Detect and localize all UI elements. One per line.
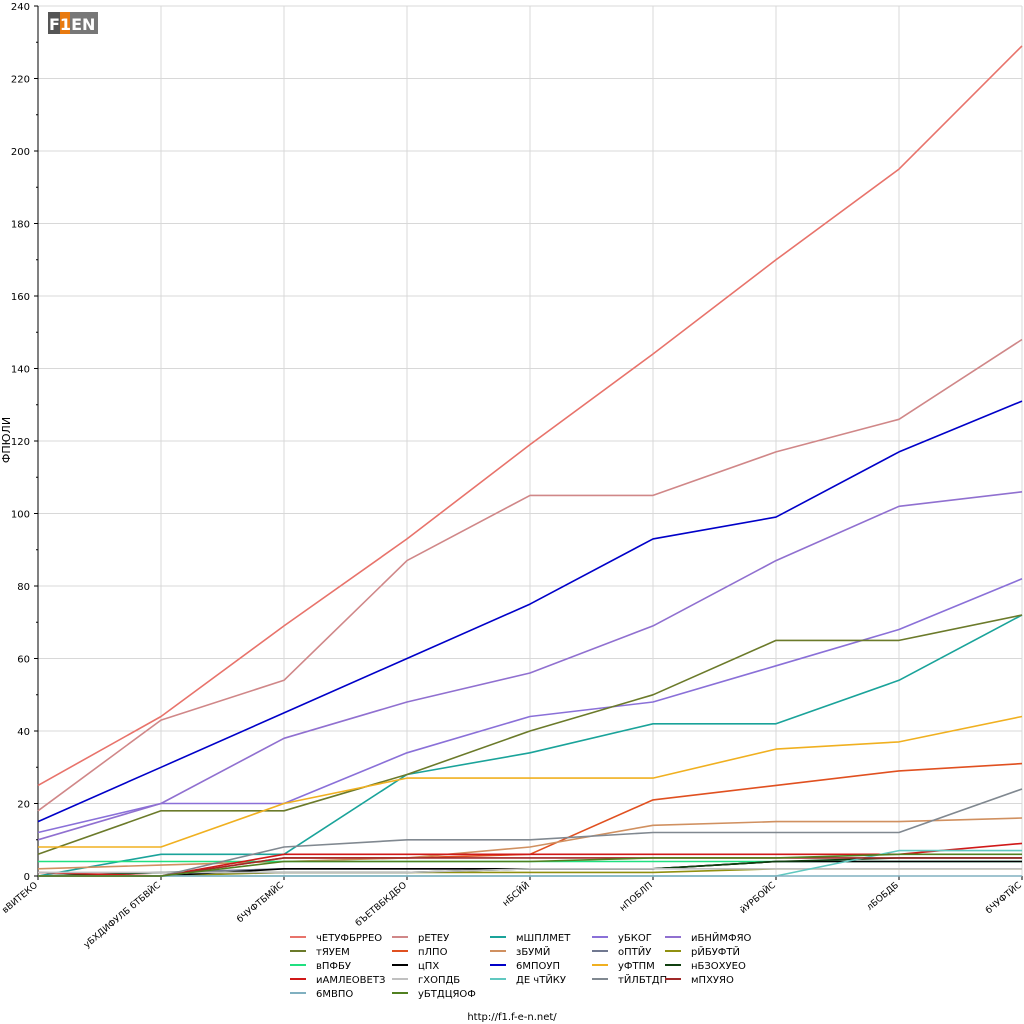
y-tick-label: 160 [11,292,30,303]
grid-lines [37,5,1023,877]
x-category-label: лБОБДБ [865,881,901,913]
legend-item-label: рЙБУФТЙ [691,945,740,958]
legend-item-label: мПХУЯО [691,975,734,986]
x-category-label: уБХДИФУЛБ бТБВЙС [81,879,163,950]
x-category-label: нПОБЛП [618,881,655,914]
legend-item-label: тЯУЕМ [316,947,350,958]
legend-item-label: зБУМЙ [516,945,550,958]
legend-item-label: иБНЙМФЯО [691,931,752,944]
y-tick-label: 100 [11,510,30,521]
series-line-0 [37,45,1023,787]
logo-text: F1EN [49,15,95,34]
legend-item-label: иАМЛЕОВЕТЗ [316,975,385,986]
legend-item-label: оПТЙУ [618,945,651,958]
legend-item-label: чЕТУФБРРЕО [316,933,382,944]
legend-item-label: 6МПОУП [516,961,560,972]
series-line-5 [37,614,1023,856]
y-tick-label: 240 [11,2,30,13]
series-line-1 [37,338,1023,812]
legend-item-label: уФТПМ [618,961,655,972]
y-axis-label: ФПЮЛИ [0,417,13,463]
footer-url: http://f1.f-e-n.net/ [467,1012,557,1023]
legend-item-label: нБЗОХУЕО [691,961,746,972]
legend-item-label: мШПЛМЕТ [516,933,571,944]
y-tick-label: 220 [11,75,30,86]
legend-item-label: пЛПО [418,947,448,958]
x-axis-categories: вВИТЕКО уБХДИФУЛБ бТБВЙС бЧУФТБМЙС бЪЕТВБКД… [1,876,1024,951]
series-line-15 [37,842,1023,877]
legend-item-label: цПХ [418,961,439,972]
legend: чЕТУФБРРЕО рЕТЕУ мШПЛМЕТ уБКОГ иБНЙМФЯО тЯУЕМ… [290,931,752,1000]
series-line-18 [38,788,1023,877]
x-category-label: бЪЕТВБКДБО [354,881,409,929]
x-category-label: вВИТЕКО [1,881,40,916]
series-line-12 [37,400,1023,823]
y-tick-label: 40 [17,727,30,738]
series-line-4 [37,491,1023,841]
y-axis-ticks: 0 20 40 60 80 100 120 140 160 180 200 220 240 [11,2,38,883]
series-line-2 [37,614,1023,877]
y-tick-label: 0 [24,872,30,883]
f1en-logo: F1EN [48,12,98,34]
legend-item-label: рЕТЕУ [418,933,449,944]
series-lines [37,45,1023,877]
series-line-3 [37,578,1023,834]
x-category-label: бЧУФТЙС [983,879,1024,916]
y-tick-label: 180 [11,220,30,231]
series-line-13 [38,715,1023,848]
legend-item-label: уБТДЦЯОФ [418,989,476,1000]
series-line-19 [38,857,1022,877]
series-line-16 [38,867,1022,874]
y-tick-label: 200 [11,147,30,158]
y-tick-label: 80 [17,582,30,593]
legend-item-label: ДЕ чТЙКУ [516,973,566,986]
y-tick-label: 60 [17,655,30,666]
series-line-21 [38,853,1022,877]
y-tick-label: 20 [17,800,30,811]
legend-item-label: уБКОГ [618,933,652,944]
legend-item-label: тЙЛБТДП [618,973,667,986]
x-category-label: йУРБОЙС [737,879,778,916]
series-line-7 [37,817,1023,870]
legend-item-label: 6МВПО [316,989,353,1000]
legend-item-label: вПФБУ [316,961,351,972]
legend-item-label: гХОПДБ [418,975,460,986]
x-category-label: нБСЙЙ [500,879,532,909]
y-tick-label: 140 [11,365,30,376]
y-tick-label: 120 [11,437,30,448]
x-category-label: бЧУФТБМЙС [234,879,286,925]
